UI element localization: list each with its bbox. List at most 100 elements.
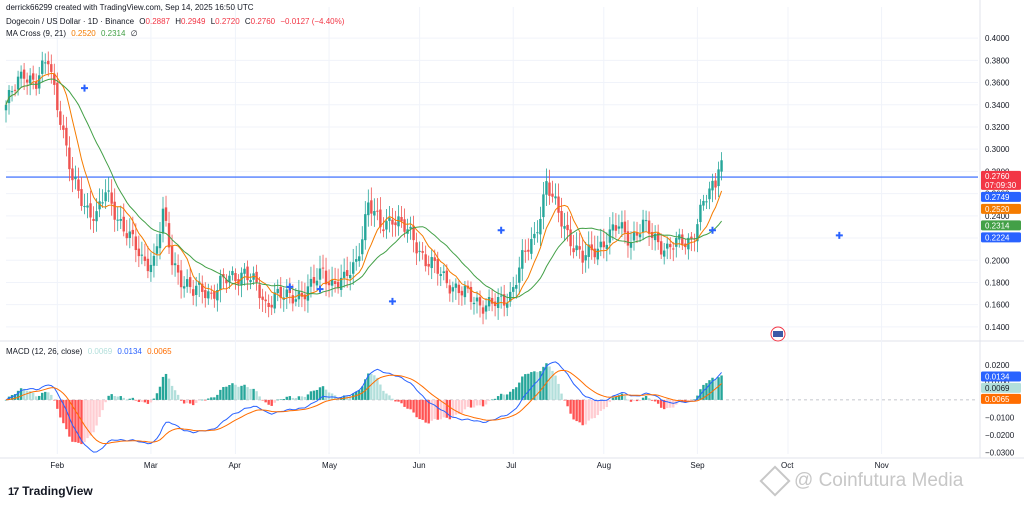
candle-body xyxy=(279,286,282,298)
macd-histogram-bar xyxy=(653,399,657,402)
macd-histogram-bar xyxy=(394,399,397,402)
macd-tick-label: −0.0300 xyxy=(985,448,1015,457)
candle-body xyxy=(234,273,237,282)
macd-histogram-bar xyxy=(379,384,382,400)
candle-body xyxy=(554,196,557,199)
candle-body xyxy=(16,76,20,90)
candle-body xyxy=(104,192,107,202)
macd-histogram-bar xyxy=(182,399,186,404)
candle-body xyxy=(515,284,518,289)
candle-body xyxy=(164,207,168,221)
candle-body xyxy=(512,287,515,292)
time-tick-label: Apr xyxy=(228,461,241,470)
candle-body xyxy=(10,91,14,93)
macd-histogram-bar xyxy=(469,399,473,408)
candle-body xyxy=(170,245,174,266)
candle-body xyxy=(309,278,313,287)
macd-histogram-bar xyxy=(327,392,331,400)
candle-body xyxy=(460,290,464,296)
candle-body xyxy=(484,305,488,312)
macd-histogram-bar xyxy=(524,374,527,400)
candle-body xyxy=(355,259,358,262)
time-tick-label: May xyxy=(322,461,337,470)
candle-body xyxy=(149,264,153,273)
macd-histogram-bar xyxy=(44,391,47,400)
macd-histogram-bar xyxy=(650,399,654,401)
candle-body xyxy=(699,204,702,223)
ma-cross-marker xyxy=(286,283,294,291)
candle-body xyxy=(457,284,461,294)
ohlc-legend: Dogecoin / US Dollar · 1D · Binance O0.2… xyxy=(6,17,347,26)
macd-histogram-bar xyxy=(424,399,427,423)
tradingview-logo[interactable]: 17 TradingView xyxy=(8,484,93,498)
candle-body xyxy=(454,283,458,288)
macd-histogram-bar xyxy=(436,399,439,420)
price-tick-label: 0.1600 xyxy=(985,301,1010,310)
candle-body xyxy=(478,297,482,306)
macd-histogram-bar xyxy=(364,379,367,400)
candle-body xyxy=(28,75,32,84)
macd-histogram-bar xyxy=(487,399,491,401)
candle-body xyxy=(524,250,527,252)
macd-histogram-bar xyxy=(16,390,20,400)
macd-histogram-bar xyxy=(170,385,174,400)
candle-body xyxy=(536,232,539,234)
macd-histogram-bar xyxy=(499,393,503,400)
macd-histogram-bar xyxy=(31,392,35,400)
credit-line: derrick66299 created with TradingView.co… xyxy=(6,3,257,12)
candle-body xyxy=(25,79,29,83)
candle-body xyxy=(584,255,587,261)
candle-body xyxy=(19,71,23,79)
candle-body xyxy=(143,256,147,261)
candle-body xyxy=(318,268,322,280)
macd-histogram-bar xyxy=(711,377,714,400)
macd-tick-label: −0.0200 xyxy=(985,431,1015,440)
macd-histogram-bar xyxy=(222,387,225,400)
grid xyxy=(0,0,1024,459)
macd-histogram-bar xyxy=(702,384,705,400)
price-tag-label: 0.2760 xyxy=(985,172,1010,181)
open-label: O xyxy=(139,17,146,26)
macd-histogram-bar xyxy=(216,394,219,400)
macd-histogram-bar xyxy=(348,395,352,400)
candle-body xyxy=(424,254,427,267)
macd-histogram-bar xyxy=(261,399,264,401)
macd-histogram-bar xyxy=(512,389,515,400)
macd-histogram-bar xyxy=(509,391,512,400)
macd-histogram-bar xyxy=(717,377,720,400)
macd-histogram-bar xyxy=(578,399,581,423)
candle-body xyxy=(666,243,669,249)
macd-title: MACD (12, 26, close) xyxy=(6,347,83,356)
macd-histogram-bar xyxy=(502,394,506,400)
macd-histogram-bar xyxy=(13,394,17,400)
candle-body xyxy=(191,289,195,296)
macd-histogram-bar xyxy=(358,390,361,400)
macd-histogram-bar xyxy=(593,399,596,419)
candle-body xyxy=(702,200,705,206)
macd-histogram-bar xyxy=(659,399,663,408)
macd-histogram-bar xyxy=(155,393,159,400)
candle-body xyxy=(533,233,536,239)
macd-histogram-bar xyxy=(122,397,125,400)
candle-body xyxy=(505,303,509,308)
macd-histogram-bar xyxy=(448,399,452,420)
candle-body xyxy=(31,73,35,80)
macd-histogram-bar xyxy=(86,399,89,439)
candle-body xyxy=(551,193,554,197)
macd-histogram-bar xyxy=(575,399,578,422)
macd-histogram-bar xyxy=(50,394,53,400)
macd-histogram-bar xyxy=(391,398,394,400)
candle-body xyxy=(469,286,473,302)
macd-histogram-bar xyxy=(173,390,177,400)
macd-tag xyxy=(981,382,1021,393)
time-tick-label: Aug xyxy=(597,461,611,470)
candle-body xyxy=(315,280,319,286)
candle-body xyxy=(376,210,379,212)
macd-histogram-bar xyxy=(638,399,642,401)
price-tag-label: 0.2224 xyxy=(985,233,1010,242)
macd-histogram-bar xyxy=(566,399,569,407)
candle-body xyxy=(572,248,575,253)
macd-histogram-bar xyxy=(720,375,723,400)
macd-histogram-bar xyxy=(198,399,201,401)
